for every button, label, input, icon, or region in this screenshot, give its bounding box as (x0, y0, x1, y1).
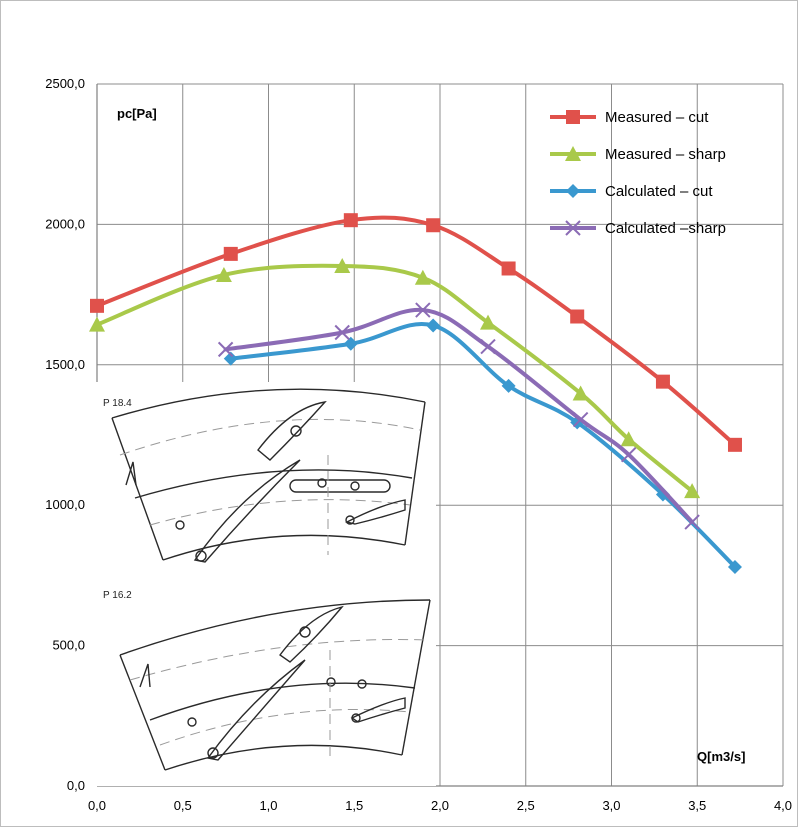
data-point (89, 316, 105, 332)
legend-item: Measured – sharp (550, 146, 726, 163)
blade-sketch-top: P 18.4 (103, 388, 426, 563)
blade-sketch-bottom: P 16.2 (103, 590, 431, 771)
legend-marker (565, 146, 581, 161)
data-point (655, 374, 670, 389)
x-tick-label: 1,5 (345, 798, 363, 813)
x-tick-label: 4,0 (774, 798, 792, 813)
x-tick-label: 1,0 (259, 798, 277, 813)
legend-label: Measured – sharp (605, 146, 726, 163)
series-group (217, 302, 700, 530)
data-point (414, 269, 431, 285)
inset-label-top: P 18.4 (103, 398, 132, 409)
data-point (572, 385, 589, 401)
data-point (90, 298, 104, 313)
y-tick-label: 2500,0 (45, 76, 85, 91)
x-tick-label: 3,5 (688, 798, 706, 813)
data-point (426, 218, 441, 233)
legend-marker (565, 220, 581, 236)
data-point (223, 351, 238, 366)
y-tick-labels: 0,0 500,0 1000,0 1500,0 2000,0 2500,0 (45, 76, 85, 793)
inset-label-bottom: P 16.2 (103, 590, 132, 601)
data-point (343, 336, 358, 351)
data-series (89, 213, 742, 574)
y-tick-label: 2000,0 (45, 216, 85, 231)
data-point (426, 318, 441, 333)
legend: Measured – cut Measured – sharp Calculated… (550, 109, 726, 237)
x-tick-label: 2,5 (517, 798, 535, 813)
y-tick-label: 0,0 (67, 778, 85, 793)
data-point (501, 378, 516, 393)
data-point (223, 246, 238, 261)
data-point (727, 559, 742, 574)
data-point (620, 446, 637, 463)
data-point (334, 324, 350, 341)
x-tick-label: 0,0 (88, 798, 106, 813)
data-point (334, 257, 351, 273)
x-tick-label: 2,0 (431, 798, 449, 813)
legend-item: Calculated –sharp (550, 220, 726, 237)
data-point (217, 341, 234, 358)
data-point (480, 338, 496, 355)
legend-label: Calculated – cut (605, 183, 713, 200)
data-point (570, 309, 585, 324)
legend-marker (566, 184, 580, 198)
y-tick-label: 1500,0 (45, 357, 85, 372)
series-group (90, 213, 742, 452)
data-point (727, 437, 742, 452)
series-group (89, 257, 701, 499)
data-point (480, 314, 497, 330)
x-tick-label: 3,0 (602, 798, 620, 813)
data-point (215, 266, 232, 282)
data-point (620, 431, 637, 447)
data-point (343, 213, 358, 228)
data-point (501, 261, 516, 276)
legend-item: Calculated – cut (550, 183, 713, 200)
legend-label: Measured – cut (605, 109, 709, 126)
data-point (684, 483, 701, 499)
y-axis-label: pc[Pa] (117, 106, 157, 121)
blade-profile-inset: P 18.4 P 16.2 (93, 382, 436, 786)
y-tick-label: 500,0 (52, 638, 85, 653)
data-point (572, 411, 589, 428)
legend-marker (566, 110, 580, 124)
data-point (684, 514, 700, 530)
inset-background (93, 382, 436, 786)
x-tick-labels: 0,0 0,5 1,0 1,5 2,0 2,5 3,0 3,5 4,0 (88, 798, 792, 813)
legend-item: Measured – cut (550, 109, 709, 126)
x-tick-label: 0,5 (174, 798, 192, 813)
y-tick-label: 1000,0 (45, 497, 85, 512)
x-axis-label: Q[m3/s] (697, 749, 745, 764)
data-point (415, 302, 431, 318)
legend-label: Calculated –sharp (605, 220, 726, 237)
